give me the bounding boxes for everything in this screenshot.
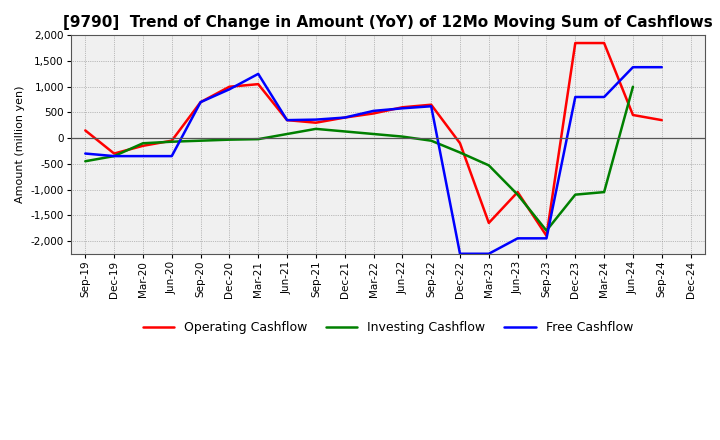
Investing Cashflow: [283, 132, 292, 137]
Free Cashflow: [168, 154, 176, 159]
Investing Cashflow: [485, 163, 493, 168]
Free Cashflow: [513, 236, 522, 241]
Investing Cashflow: [369, 132, 378, 137]
Investing Cashflow: [168, 139, 176, 144]
Operating Cashflow: [225, 84, 234, 89]
Free Cashflow: [485, 251, 493, 257]
Operating Cashflow: [197, 99, 205, 105]
Operating Cashflow: [657, 117, 666, 123]
Investing Cashflow: [254, 136, 263, 142]
Free Cashflow: [312, 117, 320, 122]
Operating Cashflow: [485, 220, 493, 226]
Investing Cashflow: [197, 138, 205, 143]
Operating Cashflow: [81, 128, 89, 133]
Free Cashflow: [456, 251, 464, 257]
Operating Cashflow: [571, 40, 580, 46]
Free Cashflow: [197, 99, 205, 105]
Free Cashflow: [341, 115, 349, 120]
Legend: Operating Cashflow, Investing Cashflow, Free Cashflow: Operating Cashflow, Investing Cashflow, …: [138, 316, 638, 339]
Investing Cashflow: [341, 129, 349, 134]
Title: [9790]  Trend of Change in Amount (YoY) of 12Mo Moving Sum of Cashflows: [9790] Trend of Change in Amount (YoY) o…: [63, 15, 713, 30]
Operating Cashflow: [398, 105, 407, 110]
Operating Cashflow: [629, 112, 637, 117]
Operating Cashflow: [456, 141, 464, 146]
Operating Cashflow: [168, 138, 176, 143]
Free Cashflow: [398, 106, 407, 111]
Operating Cashflow: [341, 115, 349, 120]
Investing Cashflow: [629, 84, 637, 89]
Investing Cashflow: [600, 190, 608, 195]
Operating Cashflow: [369, 111, 378, 116]
Free Cashflow: [139, 154, 148, 159]
Investing Cashflow: [427, 138, 436, 143]
Investing Cashflow: [81, 158, 89, 164]
Investing Cashflow: [398, 134, 407, 139]
Investing Cashflow: [109, 154, 118, 159]
Free Cashflow: [254, 71, 263, 77]
Investing Cashflow: [456, 150, 464, 155]
Investing Cashflow: [513, 192, 522, 197]
Line: Investing Cashflow: Investing Cashflow: [85, 87, 633, 231]
Free Cashflow: [600, 94, 608, 99]
Operating Cashflow: [542, 233, 551, 238]
Operating Cashflow: [109, 151, 118, 156]
Investing Cashflow: [571, 192, 580, 197]
Free Cashflow: [81, 151, 89, 156]
Operating Cashflow: [254, 81, 263, 87]
Investing Cashflow: [139, 141, 148, 146]
Free Cashflow: [571, 94, 580, 99]
Line: Operating Cashflow: Operating Cashflow: [85, 43, 662, 236]
Free Cashflow: [427, 103, 436, 109]
Free Cashflow: [109, 154, 118, 159]
Investing Cashflow: [225, 137, 234, 142]
Investing Cashflow: [312, 126, 320, 132]
Investing Cashflow: [542, 228, 551, 233]
Operating Cashflow: [513, 190, 522, 195]
Operating Cashflow: [283, 117, 292, 123]
Free Cashflow: [369, 108, 378, 114]
Free Cashflow: [657, 65, 666, 70]
Free Cashflow: [283, 117, 292, 123]
Operating Cashflow: [139, 143, 148, 148]
Line: Free Cashflow: Free Cashflow: [85, 67, 662, 254]
Free Cashflow: [225, 87, 234, 92]
Free Cashflow: [629, 65, 637, 70]
Free Cashflow: [542, 236, 551, 241]
Y-axis label: Amount (million yen): Amount (million yen): [15, 86, 25, 203]
Operating Cashflow: [600, 40, 608, 46]
Operating Cashflow: [427, 102, 436, 107]
Operating Cashflow: [312, 120, 320, 125]
